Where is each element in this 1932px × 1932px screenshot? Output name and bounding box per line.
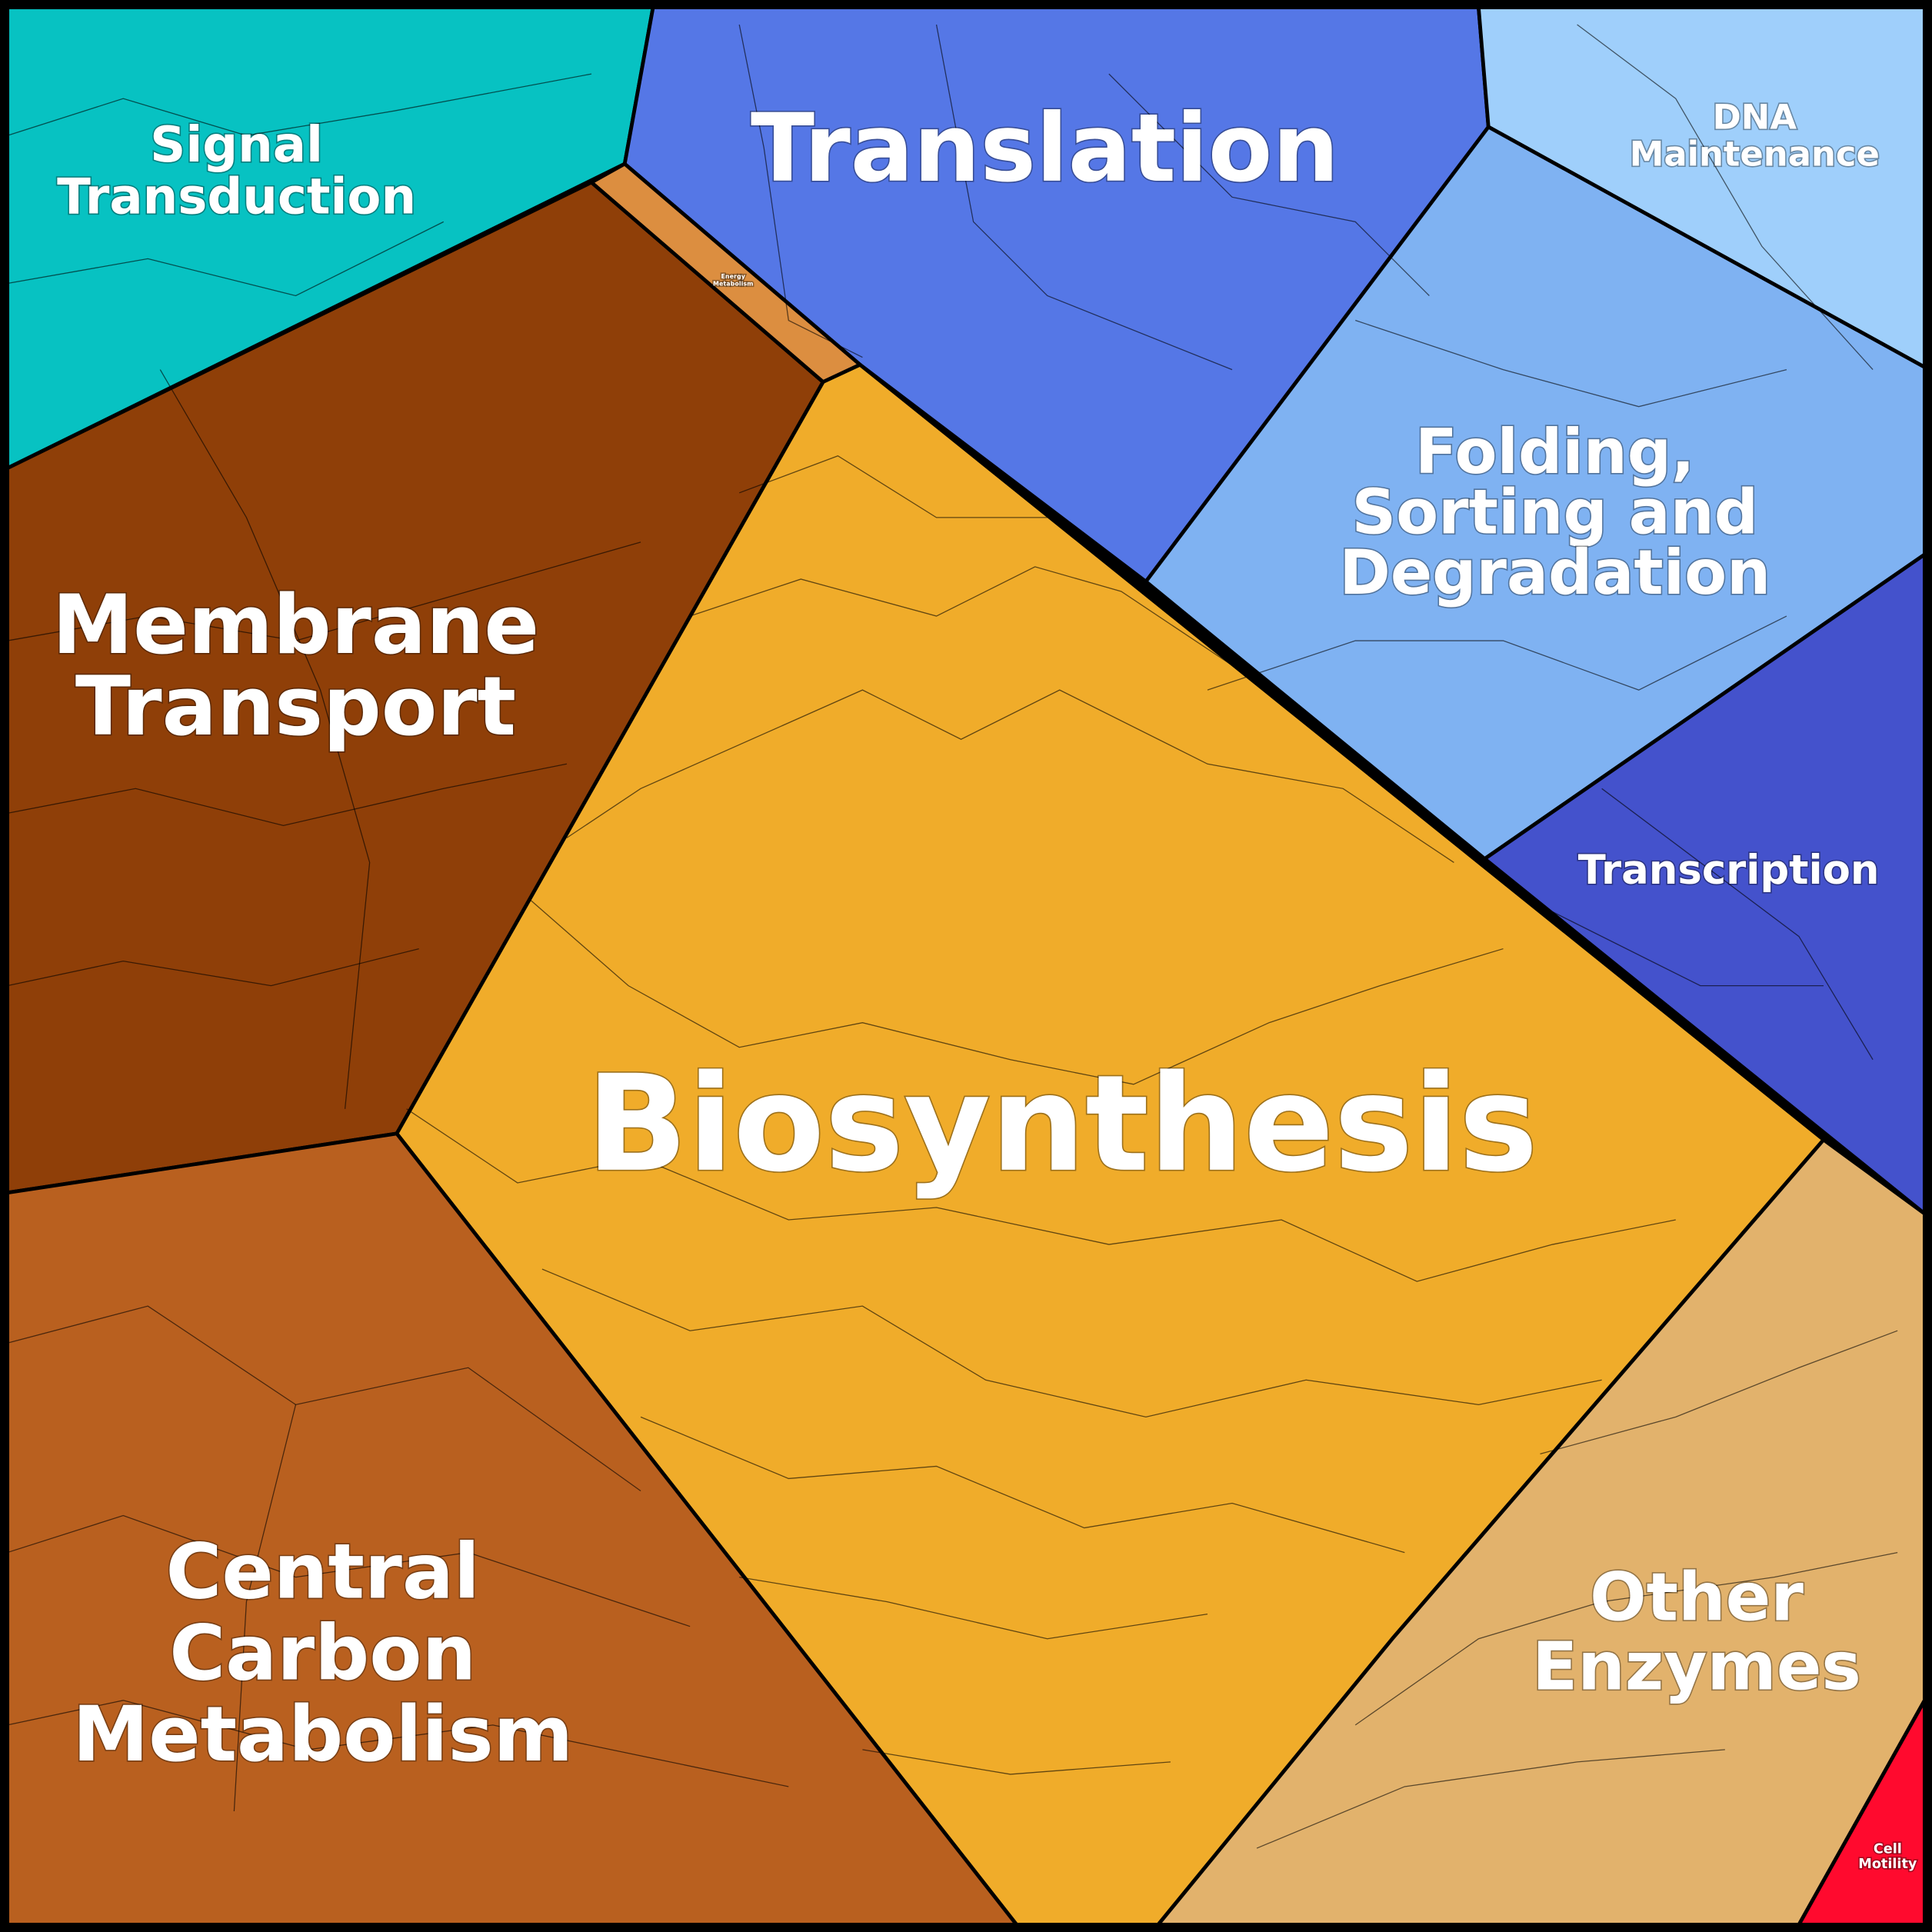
label-line: Membrane (52, 578, 539, 672)
label-line: Transport (75, 659, 516, 754)
label-line: Folding, (1415, 416, 1695, 488)
label-line: Enzymes (1532, 1628, 1861, 1705)
region-label: Biosynthesis (586, 1046, 1537, 1201)
label-line: Carbon (169, 1610, 476, 1698)
label-line: Biosynthesis (586, 1046, 1537, 1201)
label-line: Transduction (57, 168, 416, 225)
label-line: Central (166, 1528, 480, 1617)
region-label: Transcription (1578, 847, 1880, 894)
labels: Signal Transduction Translation DNA Maintena… (51, 92, 1918, 1873)
cells (7, 24, 1898, 1849)
region-label: Signal Transduction (57, 117, 416, 225)
label-line: Sorting and (1351, 476, 1758, 548)
region-label: Folding, Sorting and Degradation (1339, 416, 1770, 608)
label-line: Transcription (1578, 847, 1880, 894)
label-line: Cell (1874, 1842, 1902, 1857)
label-line: DNA (1713, 96, 1797, 137)
label-line: Energy (721, 272, 745, 279)
regions (5, 5, 1927, 1927)
label-line: Degradation (1339, 537, 1770, 608)
region-cell-motility (1797, 1698, 1927, 1927)
label-line: Signal (150, 117, 323, 174)
label-line: Maintenance (1630, 133, 1880, 174)
region-label: Other Enzymes (1532, 1560, 1861, 1706)
region-transcription (1483, 552, 1927, 1216)
region-label: Membrane Transport (52, 578, 539, 754)
region-label: DNA Maintenance (1630, 96, 1880, 174)
region-label: Cell Motility (1858, 1842, 1917, 1872)
label-line: Translation (751, 94, 1339, 203)
label-line: Metabolism (713, 280, 753, 287)
label-line: Other (1590, 1560, 1804, 1637)
region-label: Energy Metabolism (713, 272, 753, 287)
label-line: Metabolism (72, 1690, 573, 1779)
region-central-carbon (5, 1131, 1019, 1927)
region-label: Central Carbon Metabolism (72, 1528, 573, 1779)
label-line: Motility (1858, 1857, 1917, 1872)
region-label: Translation (751, 94, 1339, 203)
